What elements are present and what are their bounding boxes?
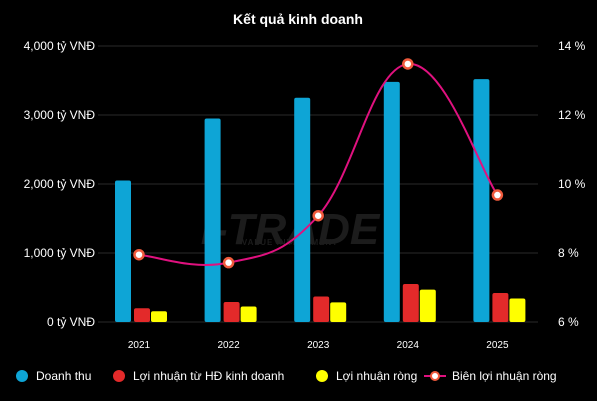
legend: Doanh thu Lợi nhuận từ HĐ kinh doanh Lợi n…	[16, 369, 557, 383]
y-right-tick-label: 8 %	[558, 246, 579, 260]
margin-line	[133, 58, 504, 269]
x-axis: 2021 2022 2023 2024 2025	[128, 340, 509, 351]
bar-2	[223, 301, 240, 322]
y-axis-right: 6 % 8 % 10 % 12 % 14 %	[558, 39, 586, 329]
line-point	[491, 189, 504, 201]
bar-2	[313, 296, 330, 322]
y-right-tick-label: 6 %	[558, 315, 579, 329]
bar-2	[402, 284, 419, 322]
y-left-tick-label: 4,000 tỷ VNĐ	[24, 39, 96, 53]
legend-label: Doanh thu	[36, 369, 91, 383]
legend-label: Lợi nhuận từ HĐ kinh doanh	[133, 369, 284, 383]
x-tick-label: 2024	[397, 340, 420, 351]
y-left-tick-label: 0 tỷ VNĐ	[47, 315, 95, 329]
legend-marker	[113, 370, 125, 382]
bar-2	[134, 308, 150, 322]
bar-3	[419, 289, 436, 322]
bar-1	[204, 118, 221, 322]
bar-2	[492, 293, 509, 322]
line-point	[133, 248, 145, 261]
y-right-tick-label: 12 %	[558, 108, 586, 122]
legend-label: Lợi nhuận ròng	[336, 369, 417, 383]
y-left-tick-label: 3,000 tỷ VNĐ	[24, 108, 96, 122]
bar-3	[330, 302, 347, 322]
bar-3	[151, 311, 167, 322]
x-tick-label: 2023	[307, 340, 330, 351]
y-right-tick-label: 14 %	[558, 39, 586, 53]
y-right-tick-label: 10 %	[558, 177, 586, 191]
legend-marker	[430, 371, 440, 381]
y-axis-left: 0 tỷ VNĐ 1,000 tỷ VNĐ 2,000 tỷ VNĐ 3,000 tỷ…	[24, 39, 96, 329]
line-point	[402, 58, 414, 70]
bar-1	[294, 97, 311, 322]
x-tick-label: 2021	[128, 340, 151, 351]
x-tick-label: 2022	[217, 340, 240, 351]
y-left-tick-label: 2,000 tỷ VNĐ	[24, 177, 96, 191]
watermark: I-TRADE VALUE INVESTMENT	[201, 205, 381, 254]
bar-3	[240, 306, 257, 322]
legend-marker	[316, 370, 328, 382]
line-point	[312, 209, 324, 222]
bar-3	[509, 298, 526, 322]
y-left-tick-label: 1,000 tỷ VNĐ	[24, 246, 96, 260]
margin-line-path	[138, 62, 499, 266]
legend-marker	[16, 370, 28, 382]
chart-title: Kết quả kinh doanh	[233, 11, 363, 27]
bar-1	[473, 79, 490, 323]
bar-1	[383, 81, 400, 322]
legend-label: Biên lợi nhuận ròng	[452, 369, 557, 383]
x-tick-label: 2025	[486, 340, 509, 351]
grid-lines	[98, 45, 538, 323]
watermark-text: I-TRADE	[201, 205, 381, 254]
bar-1	[115, 180, 131, 322]
bars	[115, 79, 526, 323]
line-point	[222, 256, 235, 269]
